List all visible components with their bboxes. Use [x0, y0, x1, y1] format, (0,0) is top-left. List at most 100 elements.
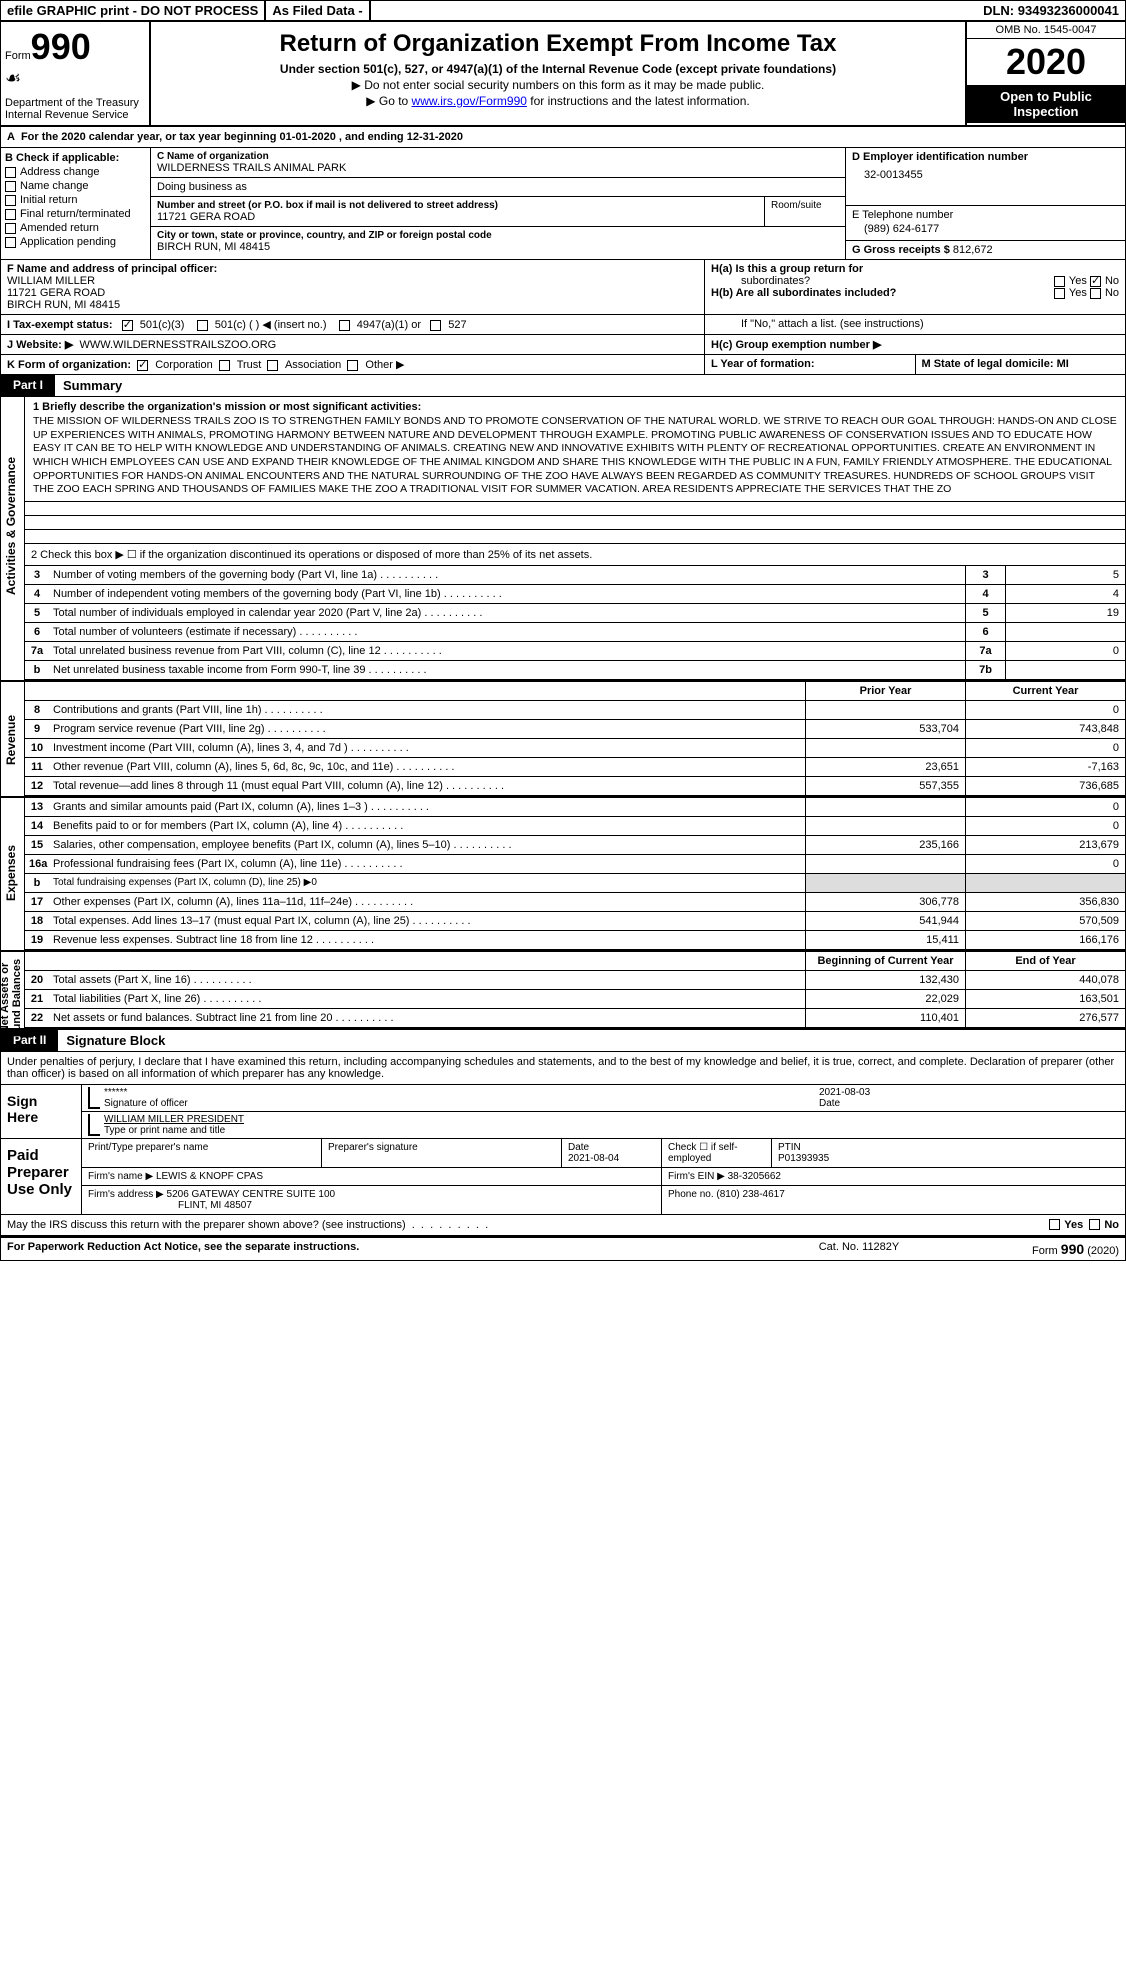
gov-row: 6 Total number of volunteers (estimate i… — [25, 623, 1125, 642]
gov-row: 7a Total unrelated business revenue from… — [25, 642, 1125, 661]
efile-notice: efile GRAPHIC print - DO NOT PROCESS — [1, 1, 266, 20]
netassets-block: Net Assets orFund Balances Beginning of … — [1, 952, 1125, 1030]
line-2: 2 Check this box ▶ ☐ if the organization… — [25, 544, 1125, 566]
revenue-block: Revenue Prior Year Current Year 8 Contri… — [1, 682, 1125, 798]
chk-501c[interactable] — [197, 320, 208, 331]
vlabel-net: Net Assets orFund Balances — [0, 933, 23, 1063]
row-fh: F Name and address of principal officer:… — [1, 260, 1125, 315]
ha-no[interactable] — [1090, 276, 1101, 287]
data-row: 11 Other revenue (Part VIII, column (A),… — [25, 758, 1125, 777]
ein-cell: D Employer identification number 32-0013… — [846, 148, 1125, 206]
cat-no: Cat. No. 11282Y — [759, 1241, 959, 1257]
vlabel-activities: Activities & Governance — [4, 495, 18, 595]
chk-address[interactable]: Address change — [5, 166, 146, 178]
instr-ssn: ▶ Do not enter social security numbers o… — [159, 78, 957, 92]
form-subtitle: Under section 501(c), 527, or 4947(a)(1)… — [159, 62, 957, 76]
col-c: C Name of organization WILDERNESS TRAILS… — [151, 148, 845, 259]
state-domicile: M State of legal domicile: MI — [922, 358, 1069, 370]
part2-header: Part II Signature Block — [1, 1030, 1125, 1052]
website: WWW.WILDERNESSTRAILSZOO.ORG — [79, 339, 276, 351]
officer-name: WILLIAM MILLER — [7, 275, 95, 287]
header: Form990 ☙ Department of the TreasuryInte… — [1, 22, 1125, 127]
sig-date: 2021-08-03 — [819, 1087, 870, 1098]
data-row: 21 Total liabilities (Part X, line 26) 2… — [25, 990, 1125, 1009]
preparer-block: PaidPreparerUse Only Print/Type preparer… — [1, 1139, 1125, 1215]
gov-row: 3 Number of voting members of the govern… — [25, 566, 1125, 585]
chk-527[interactable] — [430, 320, 441, 331]
chk-assoc[interactable] — [267, 360, 278, 371]
part1-header: Part I Summary — [1, 375, 1125, 397]
hb-no[interactable] — [1090, 288, 1101, 299]
phone-cell: E Telephone number (989) 624-6177 — [846, 206, 1125, 241]
asfiled: As Filed Data - — [266, 1, 370, 20]
gov-row: b Net unrelated business taxable income … — [25, 661, 1125, 680]
prep-date: 2021-08-04 — [568, 1153, 619, 1164]
room-label: Room/suite — [765, 197, 845, 226]
org-name: WILDERNESS TRAILS ANIMAL PARK — [157, 162, 839, 174]
dba-cell: Doing business as — [151, 178, 845, 197]
chk-trust[interactable] — [219, 360, 230, 371]
chk-other[interactable] — [347, 360, 358, 371]
discuss-yes[interactable] — [1049, 1219, 1060, 1230]
firm-name: LEWIS & KNOPF CPAS — [156, 1171, 263, 1182]
data-row: 12 Total revenue—add lines 8 through 11 … — [25, 777, 1125, 796]
form-label: Form — [5, 50, 31, 62]
firm-addr: 5206 GATEWAY CENTRE SUITE 100 — [167, 1189, 336, 1200]
vlabel-expenses: Expenses — [4, 823, 18, 923]
tax-year: 2020 — [967, 39, 1125, 85]
data-row: 14 Benefits paid to or for members (Part… — [25, 817, 1125, 836]
data-row: 20 Total assets (Part X, line 16) 132,43… — [25, 971, 1125, 990]
form-title: Return of Organization Exempt From Incom… — [159, 30, 957, 58]
chk-501c3[interactable] — [122, 320, 133, 331]
ptin: P01393935 — [778, 1153, 829, 1164]
firm-ein: 38-3205662 — [728, 1171, 781, 1182]
firm-phone: (810) 238-4617 — [716, 1189, 784, 1200]
data-row: 16a Professional fundraising fees (Part … — [25, 855, 1125, 874]
dept-treasury: Department of the TreasuryInternal Reven… — [5, 97, 145, 121]
dln-label: DLN: — [983, 3, 1014, 18]
chk-name[interactable]: Name change — [5, 180, 146, 192]
row-klm: K Form of organization: Corporation Trus… — [1, 355, 1125, 375]
city-state-zip: BIRCH RUN, MI 48415 — [157, 241, 839, 253]
data-row: 13 Grants and similar amounts paid (Part… — [25, 798, 1125, 817]
omb-number: OMB No. 1545-0047 — [967, 22, 1125, 39]
hb-yes[interactable] — [1054, 288, 1065, 299]
chk-4947[interactable] — [339, 320, 350, 331]
irs-link[interactable]: www.irs.gov/Form990 — [412, 94, 527, 108]
mission-cell: 1 Briefly describe the organization's mi… — [25, 397, 1125, 502]
discuss-no[interactable] — [1089, 1219, 1100, 1230]
row-a: AFor the 2020 calendar year, or tax year… — [1, 127, 1125, 148]
chk-pending[interactable]: Application pending — [5, 236, 146, 248]
blank — [25, 516, 1125, 530]
paid-prep-label: PaidPreparerUse Only — [1, 1139, 81, 1214]
chk-initial[interactable]: Initial return — [5, 194, 146, 206]
dln: DLN: 93493236000041 — [371, 1, 1125, 20]
open-public: Open to PublicInspection — [967, 85, 1125, 123]
form-number: 990 — [31, 26, 91, 67]
net-header: Beginning of Current Year End of Year — [25, 952, 1125, 971]
arrow-icon — [88, 1114, 100, 1136]
blank — [25, 502, 1125, 516]
officer-cell: F Name and address of principal officer:… — [1, 260, 705, 314]
blank — [25, 530, 1125, 544]
data-row: 17 Other expenses (Part IX, column (A), … — [25, 893, 1125, 912]
ha-yes[interactable] — [1054, 276, 1065, 287]
gross-cell: G Gross receipts $ 812,672 — [846, 241, 1125, 259]
footer: For Paperwork Reduction Act Notice, see … — [1, 1236, 1125, 1260]
gross-receipts: 812,672 — [953, 244, 993, 256]
chk-corp[interactable] — [137, 360, 148, 371]
chk-amended[interactable]: Amended return — [5, 222, 146, 234]
prep-sig-hdr: Preparer's signature — [322, 1139, 562, 1167]
form-title-block: Return of Organization Exempt From Incom… — [151, 22, 965, 125]
sig-placeholder: ****** — [104, 1087, 127, 1098]
paperwork-notice: For Paperwork Reduction Act Notice, see … — [7, 1241, 759, 1257]
street-cell: Number and street (or P.O. box if mail i… — [151, 197, 845, 226]
form-ref: Form 990 (2020) — [959, 1241, 1119, 1257]
data-row: 22 Net assets or fund balances. Subtract… — [25, 1009, 1125, 1028]
form-id-block: Form990 ☙ Department of the TreasuryInte… — [1, 22, 151, 125]
section-bcd: B Check if applicable: Address change Na… — [1, 148, 1125, 260]
instr-link: ▶ Go to www.irs.gov/Form990 for instruct… — [159, 94, 957, 108]
activities-block: Activities & Governance 1 Briefly descri… — [1, 397, 1125, 682]
chk-final[interactable]: Final return/terminated — [5, 208, 146, 220]
street-address: 11721 GERA ROAD — [157, 211, 758, 223]
